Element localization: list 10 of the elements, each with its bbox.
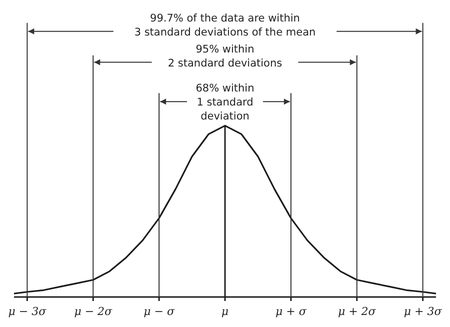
x-tick-label: μ − 3σ [8,305,47,318]
x-tick-label: μ + 3σ [404,305,442,318]
x-tick-label: μ + σ [276,305,307,318]
x-tick-label: μ − 2σ [74,305,113,318]
x-tick-label: μ + 2σ [338,305,376,318]
x-tick-label: μ [221,305,229,318]
x-tick-label: μ − σ [144,305,175,318]
text: 99.7% of the data are within 3 standard deviations of the mean [134,12,316,38]
text: 95% within 2 standard deviations [168,43,282,70]
text: 68% within 1 standard deviation [196,82,254,123]
